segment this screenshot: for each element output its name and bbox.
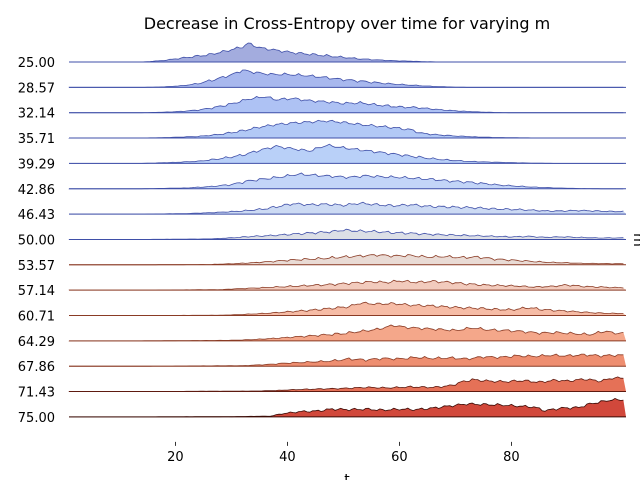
- y-tick-label-64.29: 64.29: [18, 335, 55, 350]
- y-tick-label-60.71: 60.71: [18, 310, 55, 325]
- x-tick-label-60: 60: [391, 450, 408, 465]
- ridge-75.00: [69, 397, 626, 418]
- y-tick-label-67.86: 67.86: [18, 360, 55, 375]
- y-tick-label-75.00: 75.00: [18, 411, 55, 426]
- y-tick-label-28.57: 28.57: [18, 81, 55, 96]
- ridge-64.29: [68, 324, 626, 342]
- ridge-area-71.43: [69, 376, 626, 392]
- ridge-area-46.43: [69, 202, 626, 215]
- y-tick-label-57.14: 57.14: [18, 284, 55, 299]
- ridge-32.14: [69, 96, 626, 114]
- ridge-area-57.14: [69, 280, 626, 291]
- ridge-53.57: [69, 254, 626, 266]
- y-tick-label-39.29: 39.29: [18, 157, 55, 172]
- ridge-area-39.29: [69, 144, 626, 164]
- ridge-57.14: [68, 279, 626, 291]
- ridge-28.57: [68, 69, 626, 88]
- y-axis-label: m: [630, 233, 640, 247]
- y-tick-labels: 25.00 28.57 32.14 35.71 39.29 42.86 46.43 50.00…: [18, 56, 55, 426]
- ridge-series-group: [68, 42, 626, 418]
- y-tick-label-71.43: 71.43: [18, 386, 55, 401]
- y-tick-label-32.14: 32.14: [18, 107, 55, 122]
- x-tick-label-20: 20: [167, 450, 184, 465]
- ridge-area-42.86: [69, 173, 626, 189]
- ridge-area-53.57: [69, 254, 626, 265]
- ridge-46.43: [69, 201, 626, 215]
- y-tick-label-25.00: 25.00: [18, 56, 55, 71]
- ridge-39.29: [69, 143, 626, 164]
- ridge-area-67.86: [69, 354, 626, 367]
- x-tick-label-80: 80: [503, 450, 520, 465]
- ridge-35.71: [68, 119, 626, 139]
- y-tick-label-42.86: 42.86: [18, 183, 55, 198]
- ridge-50.00: [68, 228, 626, 240]
- ridge-area-25.00: [69, 43, 626, 62]
- ridge-60.71: [69, 301, 626, 316]
- ridge-area-28.57: [69, 70, 626, 88]
- y-tick-label-46.43: 46.43: [18, 208, 55, 223]
- ridge-area-32.14: [69, 96, 626, 113]
- ridge-area-75.00: [69, 398, 626, 417]
- ridge-area-60.71: [69, 302, 626, 316]
- ridge-42.86: [68, 172, 626, 190]
- x-tick-labels: 20 40 60 80: [167, 441, 520, 465]
- x-tick-label-40: 40: [279, 450, 296, 465]
- ridge-area-35.71: [69, 120, 626, 139]
- y-tick-label-53.57: 53.57: [18, 259, 55, 274]
- ridge-71.43: [68, 376, 626, 393]
- ridge-area-50.00: [69, 229, 626, 240]
- chart-title: Decrease in Cross-Entropy over time for …: [144, 14, 550, 33]
- ridge-25.00: [69, 42, 626, 63]
- ridge-67.86: [69, 353, 626, 367]
- y-tick-label-50.00: 50.00: [18, 233, 55, 248]
- x-axis-label: t: [344, 472, 350, 480]
- y-tick-label-35.71: 35.71: [18, 132, 55, 147]
